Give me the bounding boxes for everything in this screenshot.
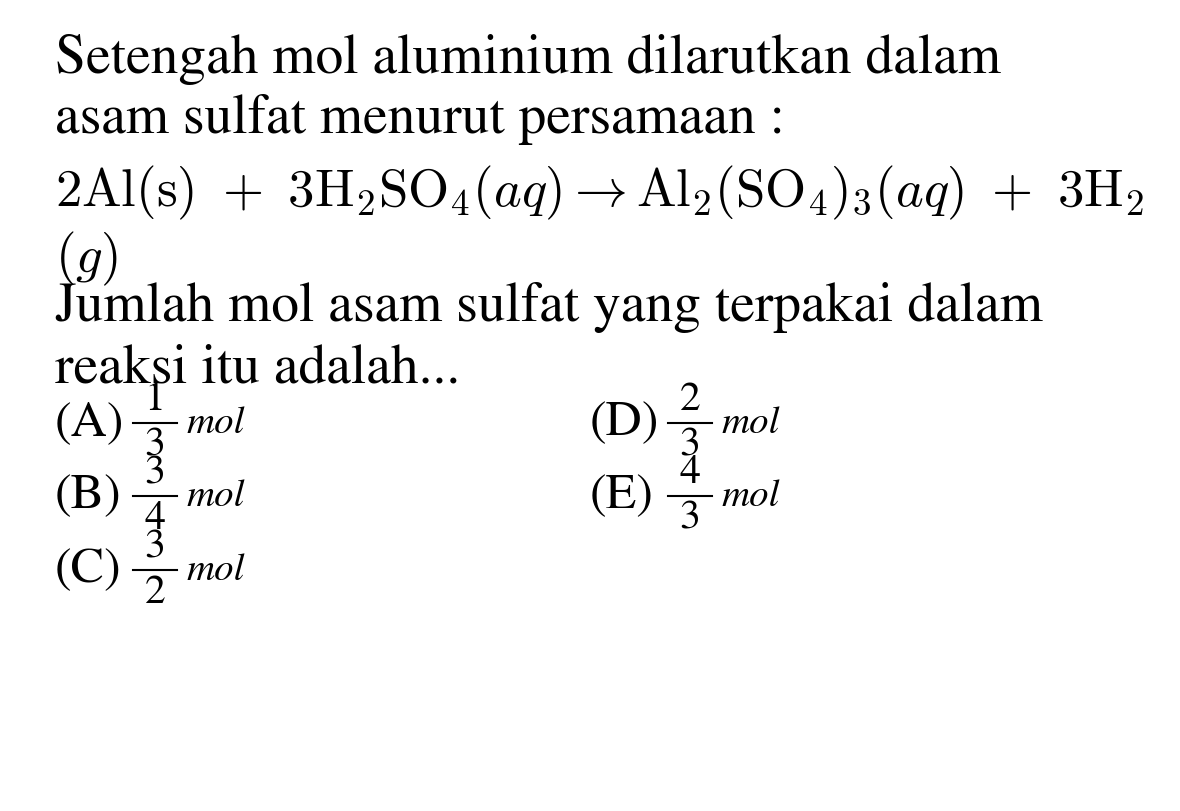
Text: 3: 3 [680,500,701,537]
Text: 3: 3 [680,427,701,465]
Text: mol: mol [186,406,245,440]
Text: (B): (B) [55,473,122,518]
Text: (C): (C) [55,547,122,593]
Text: 3: 3 [145,427,165,465]
Text: asam sulfat menurut persamaan :: asam sulfat menurut persamaan : [55,94,785,145]
Text: $\mathit{(g)}$: $\mathit{(g)}$ [55,230,118,288]
Text: Jumlah mol asam sulfat yang terpakai dalam: Jumlah mol asam sulfat yang terpakai dal… [55,281,1043,333]
Text: Setengah mol aluminium dilarutkan dalam: Setengah mol aluminium dilarutkan dalam [55,34,1001,85]
Text: 2: 2 [680,382,701,419]
Text: 3: 3 [145,529,165,566]
Text: (D): (D) [590,401,660,446]
Text: mol: mol [186,552,245,587]
Text: mol: mol [722,406,780,440]
Text: 1: 1 [145,382,165,419]
Text: 4: 4 [680,454,701,492]
Text: reaksi itu adalah...: reaksi itu adalah... [55,344,460,394]
Text: 2: 2 [145,574,165,611]
Text: 3: 3 [145,454,165,492]
Text: 4: 4 [145,500,165,537]
Text: mol: mol [722,478,780,513]
Text: (A): (A) [55,401,124,446]
Text: $\mathrm{2Al(s)\ +\ 3H_2SO_4}$$\mathit{(aq)}$$\mathrm{\rightarrow Al_2(SO_4)_3}$: $\mathrm{2Al(s)\ +\ 3H_2SO_4}$$\mathit{(… [55,164,1145,222]
Text: mol: mol [186,478,245,513]
Text: (E): (E) [590,473,654,518]
